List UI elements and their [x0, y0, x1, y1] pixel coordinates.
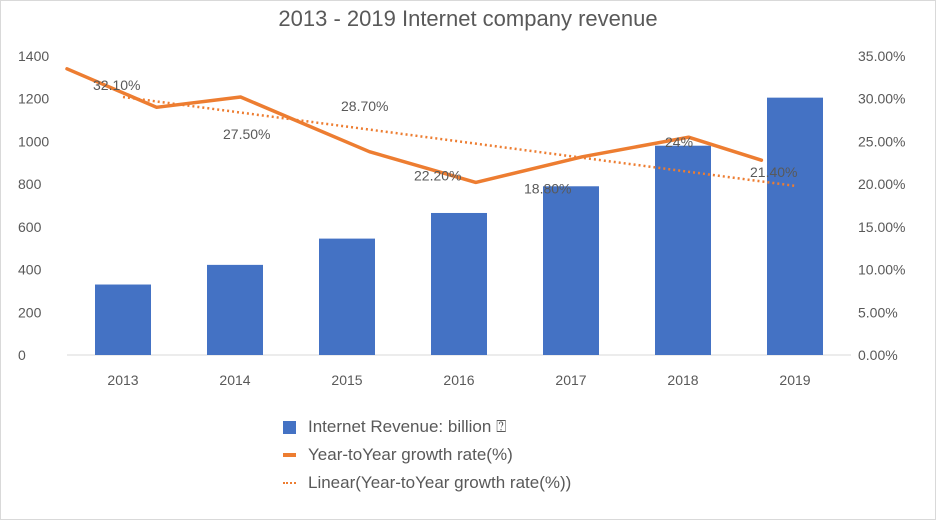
y2-tick-label: 25.00%	[858, 133, 905, 149]
legend-item-revenue: Internet Revenue: billion ⍰	[283, 413, 571, 441]
x-tick-label: 2018	[667, 372, 698, 388]
legend-swatch-growth	[283, 453, 296, 457]
y-tick-label: 1400	[18, 48, 49, 64]
growth-line	[65, 67, 764, 185]
y-tick-label: 400	[18, 262, 42, 278]
data-label: 24%	[665, 134, 693, 150]
x-tick-label: 2016	[443, 372, 474, 388]
legend-item-growth: Year-toYear growth rate(%)	[283, 441, 571, 469]
data-label: 27.50%	[223, 126, 270, 142]
chart-title: 2013 - 2019 Internet company revenue	[278, 6, 658, 31]
y2-tick-label: 0.00%	[858, 347, 898, 363]
y2-tick-label: 20.00%	[858, 176, 905, 192]
x-tick-label: 2013	[107, 372, 138, 388]
x-tick-label: 2019	[779, 372, 810, 388]
y2-tick-label: 10.00%	[858, 262, 905, 278]
y-tick-label: 1200	[18, 91, 49, 107]
data-label: 21.40%	[750, 164, 797, 180]
x-tick-label: 2017	[555, 372, 586, 388]
bar	[95, 284, 151, 355]
x-tick-label: 2014	[219, 372, 250, 388]
y-tick-label: 800	[18, 176, 42, 192]
data-label: 28.70%	[341, 98, 388, 114]
bar	[207, 264, 263, 355]
y2-tick-label: 5.00%	[858, 304, 898, 320]
legend-label-trend: Linear(Year-toYear growth rate(%))	[308, 473, 572, 492]
chart-legend: Internet Revenue: billion ⍰ Year-toYear …	[283, 413, 571, 497]
data-label: 32.10%	[93, 77, 140, 93]
legend-label-revenue: Internet Revenue: billion ⍰	[308, 417, 507, 436]
legend-item-trend: Linear(Year-toYear growth rate(%))	[283, 469, 571, 497]
bar	[431, 212, 487, 355]
data-label: 22.20%	[414, 167, 461, 183]
bar	[543, 186, 599, 355]
bar	[319, 238, 375, 355]
legend-swatch-revenue	[283, 420, 296, 434]
legend-label-growth: Year-toYear growth rate(%)	[308, 445, 513, 464]
x-tick-label: 2015	[331, 372, 362, 388]
y2-tick-label: 35.00%	[858, 48, 905, 64]
y-tick-label: 200	[18, 304, 42, 320]
bar	[767, 97, 823, 356]
legend-swatch-trend	[283, 482, 296, 484]
y2-tick-label: 30.00%	[858, 91, 905, 107]
bar	[655, 145, 711, 355]
y2-tick-label: 15.00%	[858, 219, 905, 235]
y-tick-label: 1000	[18, 133, 49, 149]
y-tick-label: 600	[18, 219, 42, 235]
y-tick-label: 0	[18, 347, 26, 363]
data-label: 18.80%	[524, 180, 571, 196]
